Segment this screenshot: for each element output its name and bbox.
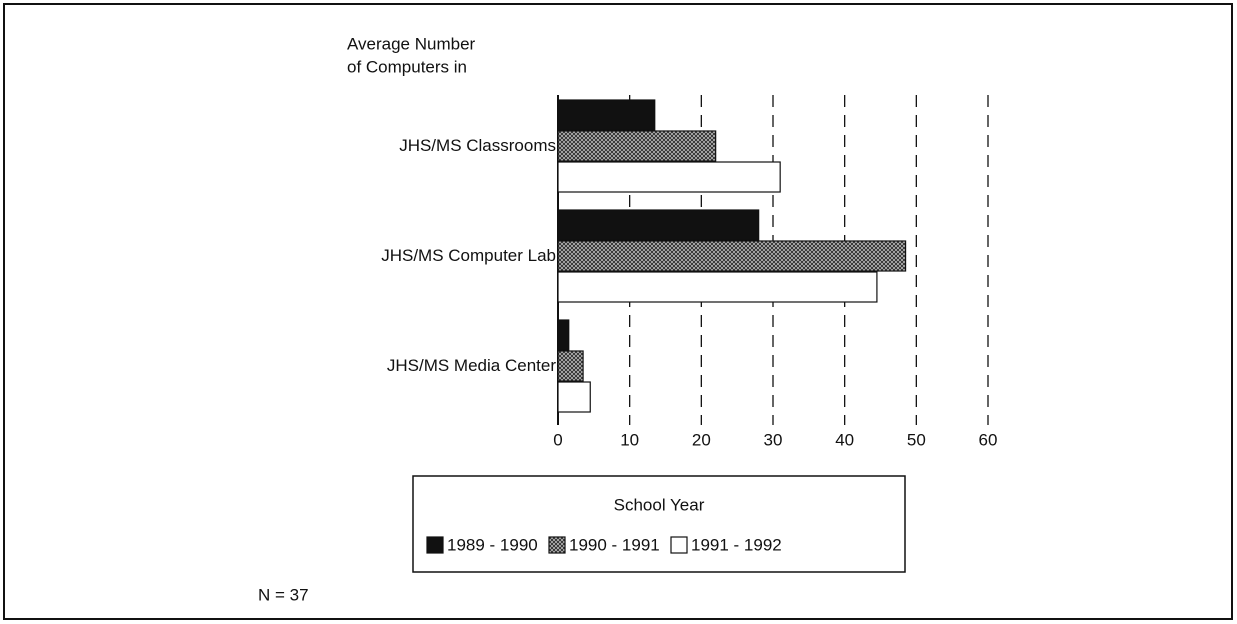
legend-swatch xyxy=(670,536,688,554)
chart-title: Average Number xyxy=(347,34,476,53)
bar xyxy=(557,381,591,413)
y-tick-label: JHS/MS Media Center xyxy=(387,356,556,375)
y-tick-label: JHS/MS Classrooms xyxy=(399,136,556,155)
bar xyxy=(557,161,781,193)
x-tick-label: 40 xyxy=(835,430,854,449)
legend-box xyxy=(412,475,906,573)
x-tick-label: 30 xyxy=(764,430,783,449)
bar xyxy=(557,240,907,272)
bar xyxy=(557,350,584,382)
legend-title: School Year xyxy=(614,495,705,514)
bar xyxy=(557,130,717,162)
bar xyxy=(557,99,656,131)
legend-label: 1991 - 1992 xyxy=(691,535,782,554)
note: N = 37 xyxy=(258,585,309,604)
x-tick-label: 50 xyxy=(907,430,926,449)
x-tick-label: 60 xyxy=(979,430,998,449)
bar xyxy=(557,271,878,303)
x-tick-label: 10 xyxy=(620,430,639,449)
legend-swatch xyxy=(426,536,444,554)
x-tick-label: 0 xyxy=(553,430,562,449)
bar xyxy=(557,209,760,241)
frame xyxy=(3,3,1233,620)
legend-swatch xyxy=(548,536,566,554)
y-tick-label: JHS/MS Computer Lab xyxy=(381,246,556,265)
chart-title: of Computers in xyxy=(347,57,467,76)
bar xyxy=(557,319,570,351)
x-tick-label: 20 xyxy=(692,430,711,449)
legend-label: 1990 - 1991 xyxy=(569,535,660,554)
legend-label: 1989 - 1990 xyxy=(447,535,538,554)
